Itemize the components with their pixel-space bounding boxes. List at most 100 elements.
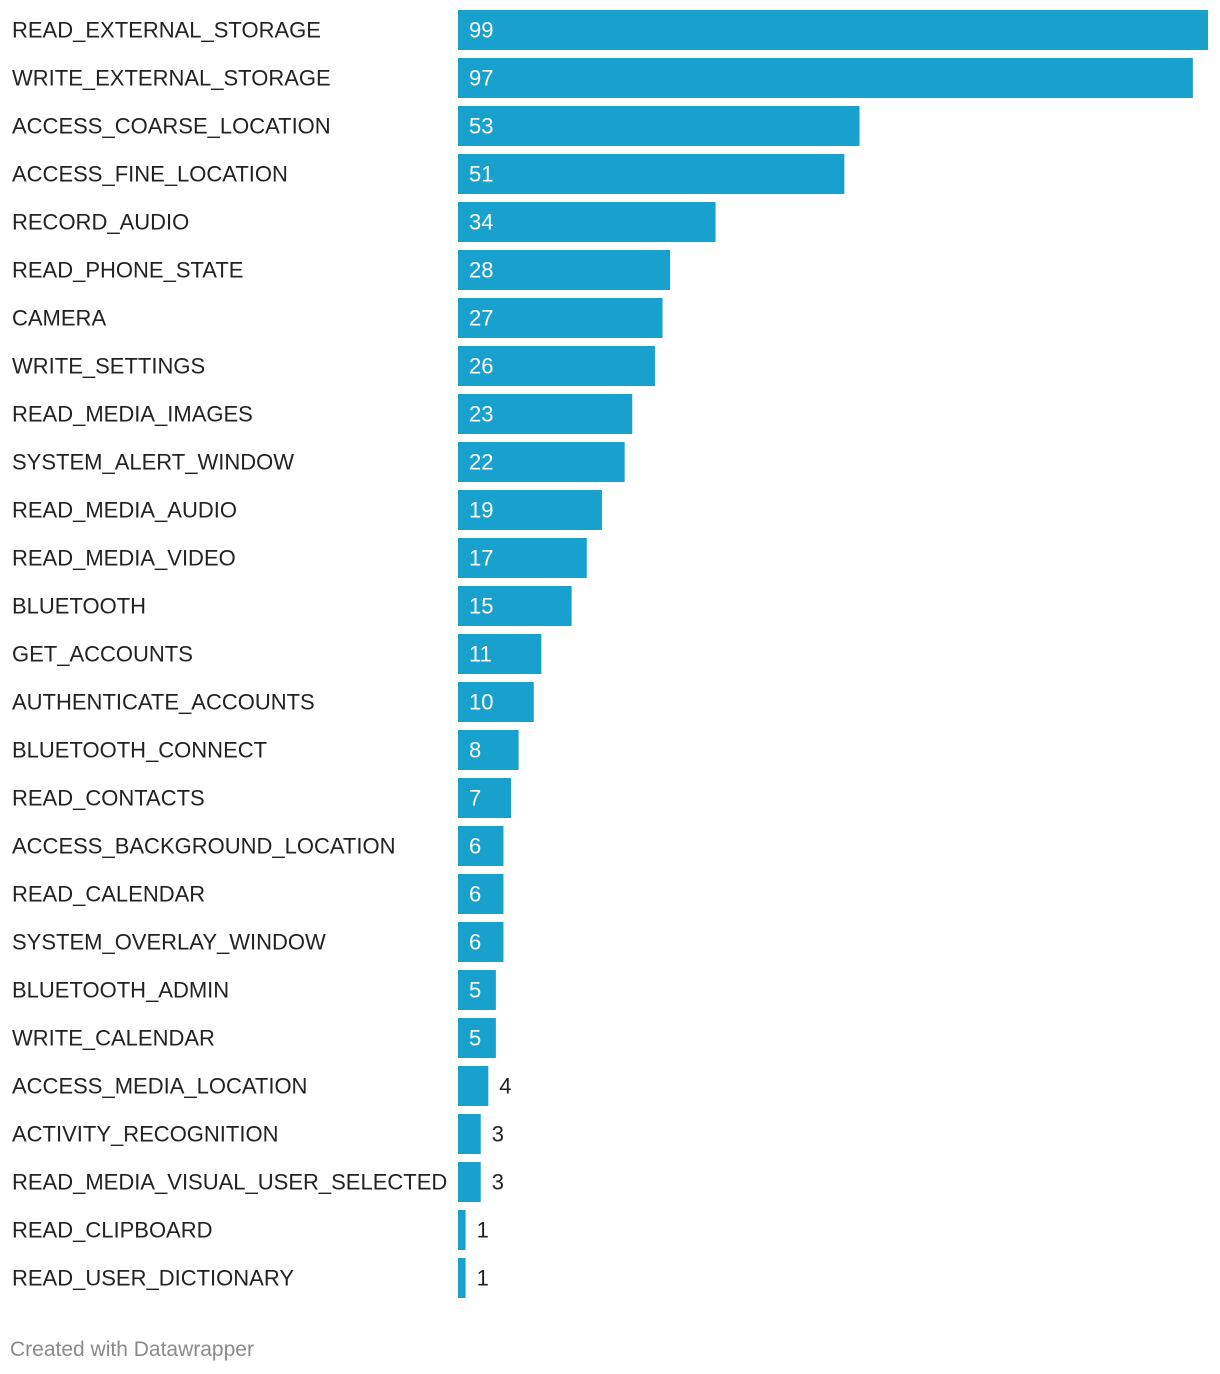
- value-label: 19: [469, 498, 493, 523]
- value-label: 1: [477, 1218, 489, 1243]
- value-label: 28: [469, 258, 493, 283]
- bar: [458, 10, 1208, 50]
- value-label: 97: [469, 66, 493, 91]
- category-label: SYSTEM_ALERT_WINDOW: [12, 450, 294, 475]
- bar-row: ACCESS_COARSE_LOCATION 53: [12, 106, 860, 146]
- value-label: 34: [469, 210, 493, 235]
- value-label: 4: [499, 1074, 511, 1099]
- category-label: ACCESS_FINE_LOCATION: [12, 162, 288, 187]
- bar-row: ACTIVITY_RECOGNITION 3: [12, 1114, 504, 1154]
- category-label: WRITE_CALENDAR: [12, 1026, 215, 1051]
- bar-chart: READ_EXTERNAL_STORAGE 99 WRITE_EXTERNAL_ST…: [12, 10, 1208, 1298]
- bar-row: AUTHENTICATE_ACCOUNTS 10: [12, 682, 534, 722]
- category-label: WRITE_SETTINGS: [12, 354, 205, 379]
- bar: [458, 394, 633, 434]
- category-label: RECORD_AUDIO: [12, 210, 189, 235]
- category-label: READ_USER_DICTIONARY: [12, 1266, 294, 1291]
- bar-row: SYSTEM_ALERT_WINDOW 22: [12, 442, 625, 482]
- bar-row: READ_CLIPBOARD 1: [12, 1210, 489, 1250]
- value-label: 5: [469, 1026, 481, 1051]
- category-label: GET_ACCOUNTS: [12, 642, 193, 667]
- value-label: 7: [469, 786, 481, 811]
- datawrapper-credit: Created with Datawrapper: [10, 1338, 254, 1361]
- bar: [458, 730, 519, 770]
- bar-row: WRITE_EXTERNAL_STORAGE 97: [12, 58, 1193, 98]
- bar-row: READ_CALENDAR 6: [12, 874, 504, 914]
- bar-row: READ_MEDIA_IMAGES 23: [12, 394, 633, 434]
- bar: [458, 250, 671, 290]
- bar: [458, 538, 587, 578]
- bar-row: WRITE_SETTINGS 26: [12, 346, 655, 386]
- category-label: ACCESS_MEDIA_LOCATION: [12, 1074, 307, 1099]
- value-label: 3: [492, 1122, 504, 1147]
- category-label: BLUETOOTH_CONNECT: [12, 738, 267, 763]
- bar-row: ACCESS_MEDIA_LOCATION 4: [12, 1066, 512, 1106]
- category-label: SYSTEM_OVERLAY_WINDOW: [12, 930, 326, 955]
- value-label: 5: [469, 978, 481, 1003]
- bar: [458, 874, 504, 914]
- category-label: ACCESS_COARSE_LOCATION: [12, 114, 331, 139]
- category-label: WRITE_EXTERNAL_STORAGE: [12, 66, 331, 91]
- bar: [458, 778, 512, 818]
- category-label: READ_EXTERNAL_STORAGE: [12, 18, 321, 43]
- bar-row: BLUETOOTH_ADMIN 5: [12, 970, 496, 1010]
- bar-row: READ_PHONE_STATE 28: [12, 250, 671, 290]
- value-label: 6: [469, 930, 481, 955]
- value-label: 51: [469, 162, 493, 187]
- bar-row: READ_EXTERNAL_STORAGE 99: [12, 10, 1208, 50]
- bar: [458, 634, 542, 674]
- bar-row: READ_MEDIA_VISUAL_USER_SELECTED 3: [12, 1162, 504, 1202]
- bar: [458, 922, 504, 962]
- category-label: READ_MEDIA_VISUAL_USER_SELECTED: [12, 1170, 447, 1195]
- value-label: 53: [469, 114, 493, 139]
- bar: [458, 490, 602, 530]
- value-label: 23: [469, 402, 493, 427]
- value-label: 6: [469, 834, 481, 859]
- bar: [458, 1162, 481, 1202]
- value-label: 17: [469, 546, 493, 571]
- value-label: 15: [469, 594, 493, 619]
- bar: [458, 106, 860, 146]
- bar: [458, 1018, 496, 1058]
- bar: [458, 346, 655, 386]
- bar-row: CAMERA 27: [12, 298, 663, 338]
- category-label: READ_MEDIA_VIDEO: [12, 546, 236, 571]
- bar: [458, 970, 496, 1010]
- category-label: READ_MEDIA_AUDIO: [12, 498, 237, 523]
- bar-row: READ_CONTACTS 7: [12, 778, 512, 818]
- bar-row: RECORD_AUDIO 34: [12, 202, 716, 242]
- value-label: 27: [469, 306, 493, 331]
- value-label: 8: [469, 738, 481, 763]
- category-label: ACCESS_BACKGROUND_LOCATION: [12, 834, 395, 859]
- bar: [458, 298, 663, 338]
- bar: [458, 1066, 489, 1106]
- bar: [458, 58, 1193, 98]
- bar-row: READ_USER_DICTIONARY 1: [12, 1258, 489, 1298]
- value-label: 99: [469, 18, 493, 43]
- bar-row: ACCESS_BACKGROUND_LOCATION 6: [12, 826, 504, 866]
- category-label: READ_PHONE_STATE: [12, 258, 243, 283]
- category-label: READ_CONTACTS: [12, 786, 205, 811]
- bar: [458, 826, 504, 866]
- bar-row: BLUETOOTH_CONNECT 8: [12, 730, 519, 770]
- category-label: READ_MEDIA_IMAGES: [12, 402, 253, 427]
- bar-row: READ_MEDIA_VIDEO 17: [12, 538, 587, 578]
- bar: [458, 682, 534, 722]
- bar-row: READ_MEDIA_AUDIO 19: [12, 490, 602, 530]
- bar: [458, 1114, 481, 1154]
- bar-row: WRITE_CALENDAR 5: [12, 1018, 496, 1058]
- category-label: READ_CLIPBOARD: [12, 1218, 213, 1243]
- value-label: 1: [477, 1266, 489, 1291]
- bar: [458, 586, 572, 626]
- category-label: BLUETOOTH_ADMIN: [12, 978, 229, 1003]
- bar-row: SYSTEM_OVERLAY_WINDOW 6: [12, 922, 504, 962]
- category-label: AUTHENTICATE_ACCOUNTS: [12, 690, 315, 715]
- bar: [458, 1210, 466, 1250]
- value-label: 3: [492, 1170, 504, 1195]
- bar: [458, 442, 625, 482]
- value-label: 6: [469, 882, 481, 907]
- value-label: 22: [469, 450, 493, 475]
- bar: [458, 1258, 466, 1298]
- bar-row: BLUETOOTH 15: [12, 586, 572, 626]
- value-label: 26: [469, 354, 493, 379]
